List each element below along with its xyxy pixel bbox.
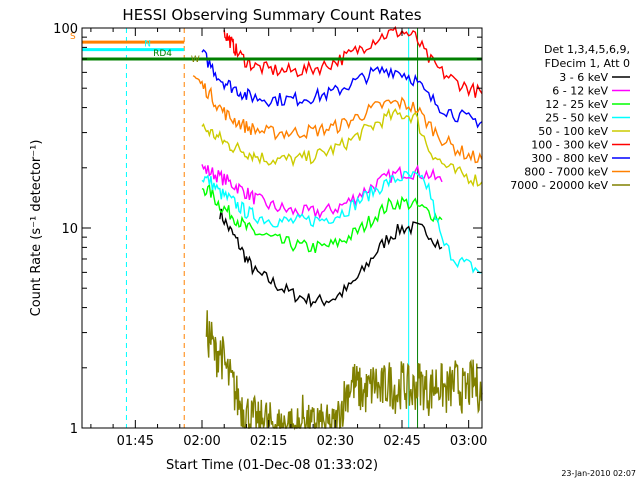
x-axis-label: Start Time (01-Dec-08 01:33:02) [166, 458, 378, 473]
legend-label-8: 7000 - 20000 keV [510, 179, 608, 192]
y-axis-label: Count Rate (s⁻¹ detector⁻¹) [29, 140, 44, 317]
legend-label-7: 800 - 7000 keV [524, 166, 608, 179]
x-tick-label-4: 02:45 [383, 434, 420, 449]
legend-label-5: 100 - 300 keV [531, 139, 608, 152]
series-line-3 [201, 170, 483, 274]
y-tick-label-1: 10 [61, 222, 78, 237]
series-line-6 [201, 48, 483, 129]
series-line-2 [201, 183, 443, 254]
legend-label-4: 50 - 100 keV [538, 125, 608, 138]
y-tick-label-2: 100 [53, 22, 78, 37]
annotation-label-2: RD4 [153, 49, 172, 59]
timestamp: 23-Jan-2010 02:07 [561, 469, 636, 478]
series-line-8 [205, 310, 483, 431]
legend-header-1: Det 1,3,4,5,6,9, [544, 43, 630, 56]
annotation-label-w: W [191, 55, 200, 65]
series-line-4 [201, 107, 483, 188]
series-line-0 [219, 208, 443, 308]
series-line-1 [201, 164, 443, 220]
series-line-7 [192, 75, 483, 164]
axes-layer: 01:45 02:00 02:15 02:30 02:45 03:00 1 10 100 [53, 22, 487, 449]
legend-label-2: 12 - 25 keV [545, 98, 608, 111]
legend-label-6: 300 - 800 keV [531, 152, 608, 165]
legend-label-3: 25 - 50 keV [545, 112, 608, 125]
y-tick-label-0: 1 [70, 422, 78, 437]
x-tick-label-2: 02:15 [250, 434, 287, 449]
annotation-label-0: S [70, 32, 76, 42]
x-tick-label-1: 02:00 [183, 434, 220, 449]
x-tick-label-0: 01:45 [117, 434, 154, 449]
chart-title: HESSI Observing Summary Count Rates [122, 6, 421, 24]
legend-label-1: 6 - 12 keV [552, 85, 608, 98]
legend-header-2: FDecim 1, Att 0 [545, 57, 630, 70]
x-tick-label-5: 03:00 [450, 434, 487, 449]
annotation-label-1: N [144, 40, 151, 50]
legend-label-0: 3 - 6 keV [559, 71, 608, 84]
x-tick-label-3: 02:30 [317, 434, 354, 449]
